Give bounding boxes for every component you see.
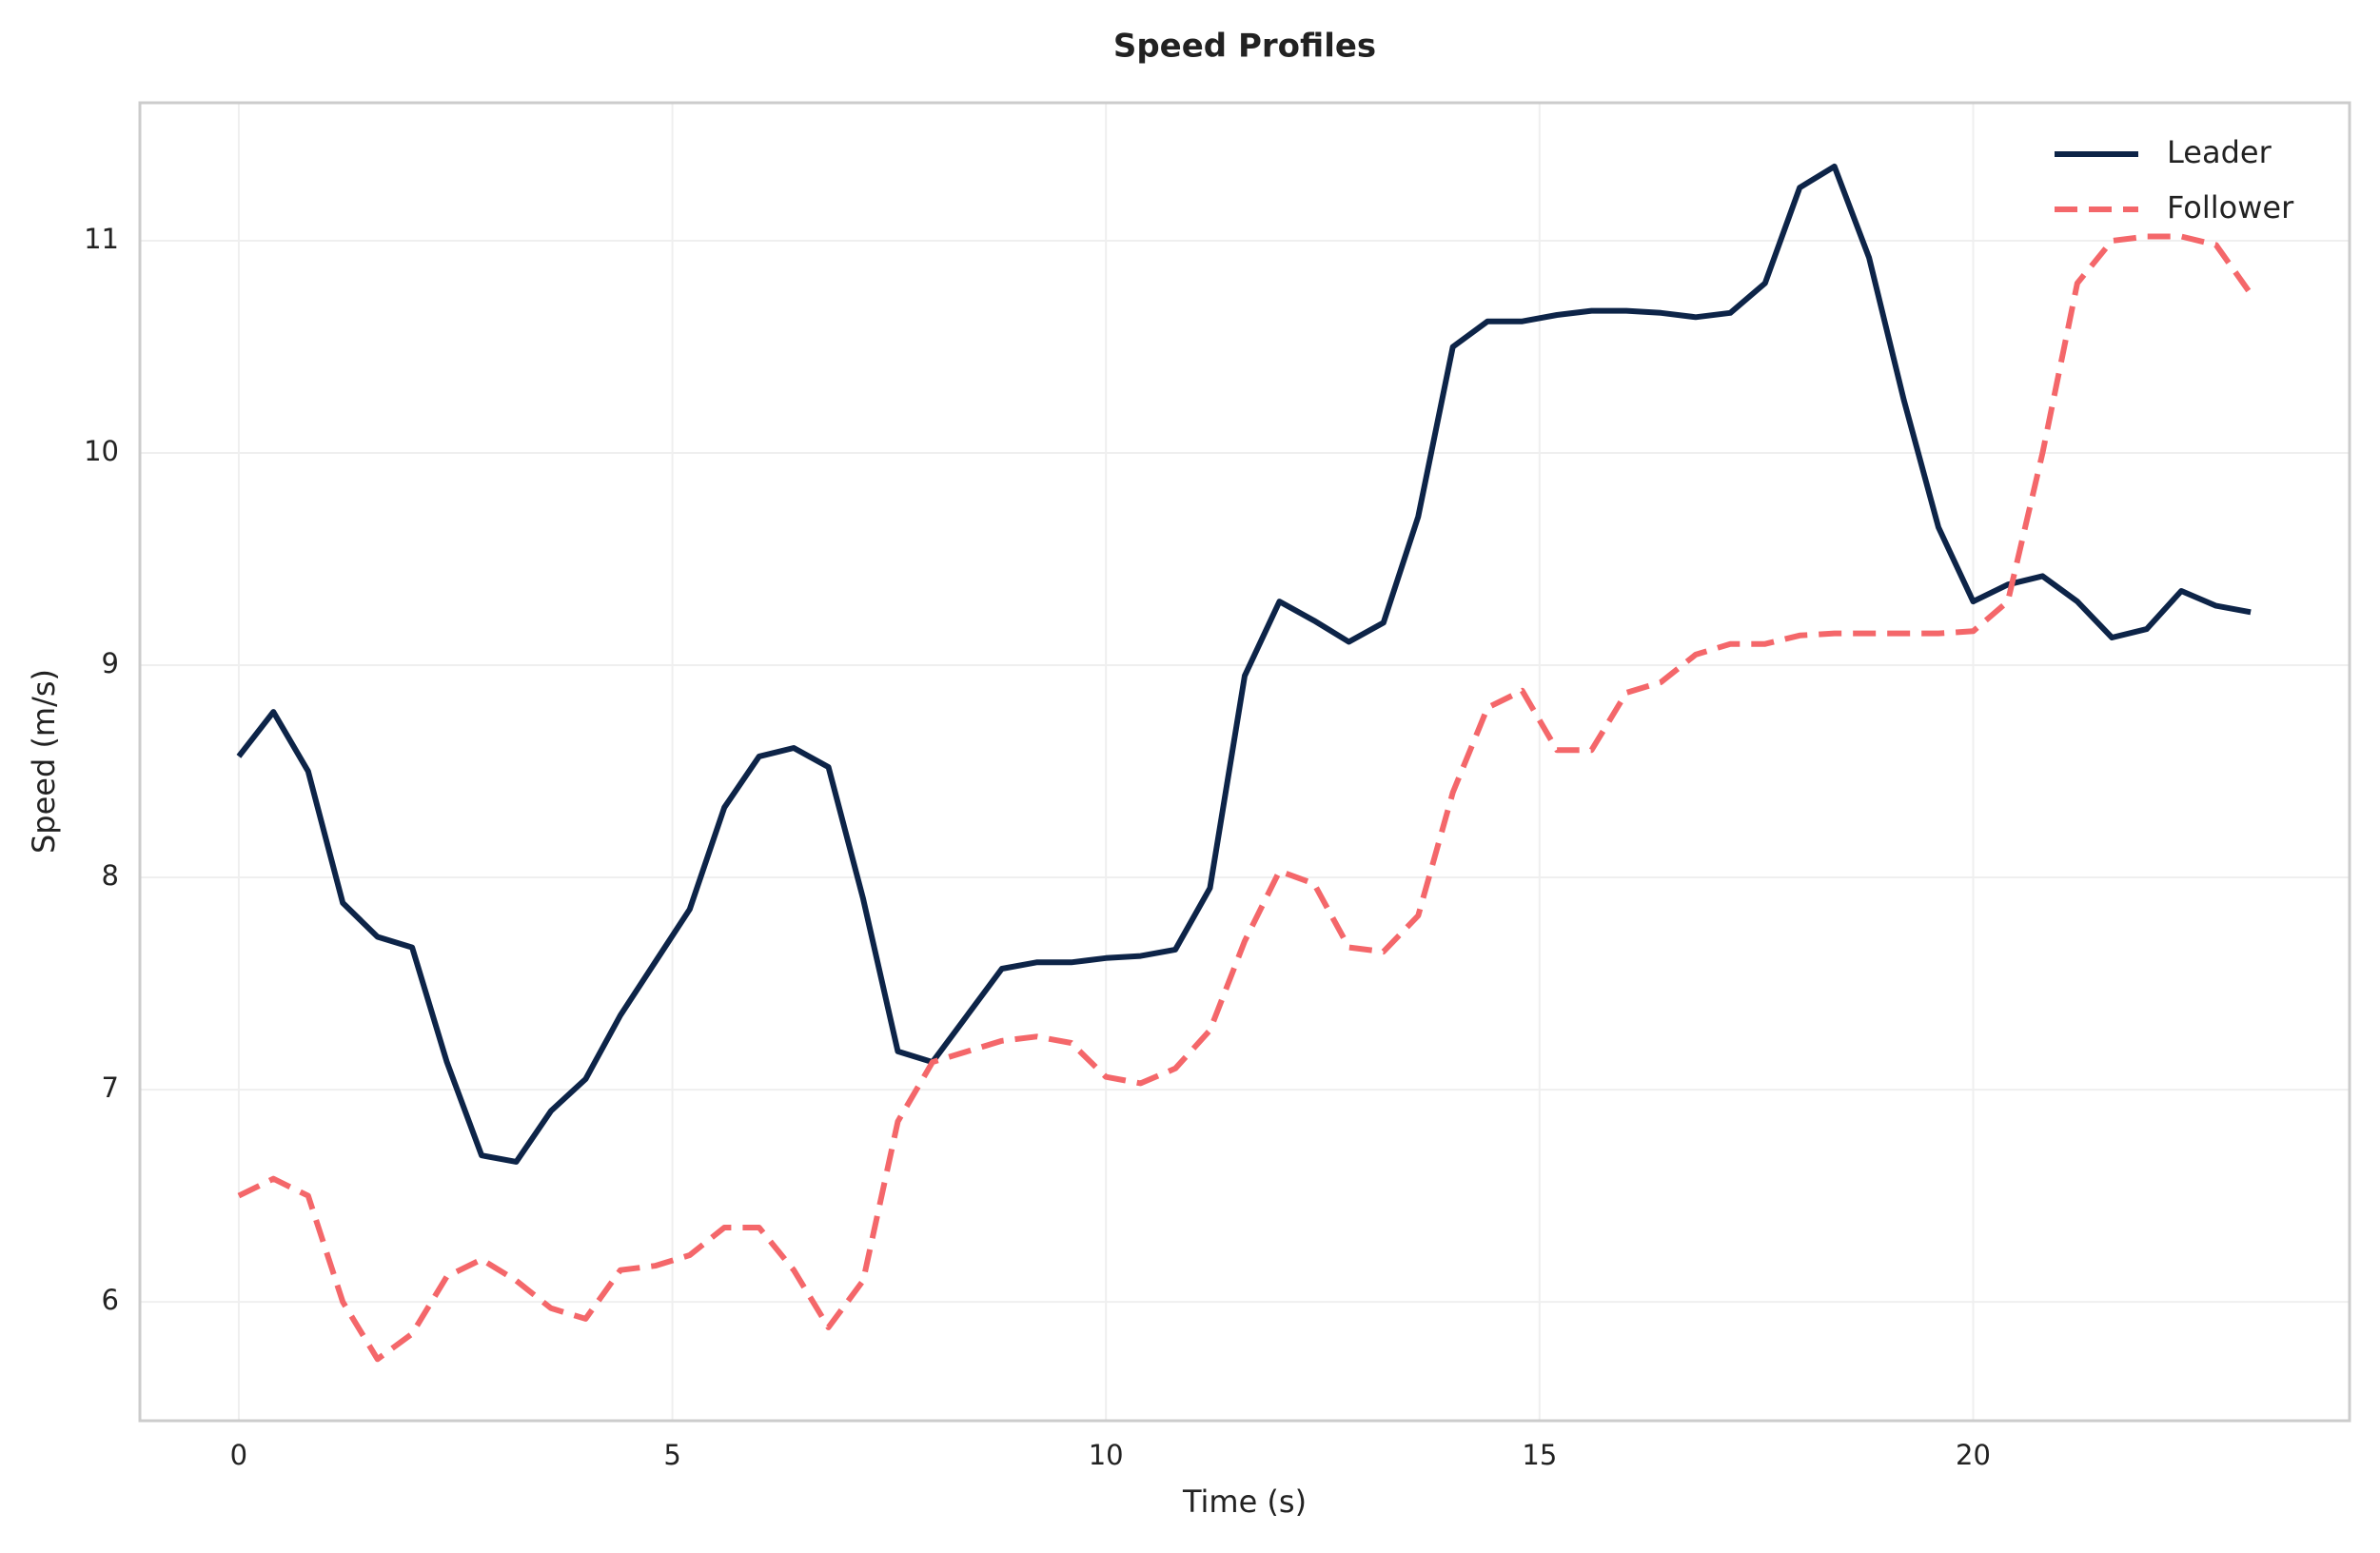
y-axis-label: Speed (m/s)	[26, 669, 62, 854]
legend-label: Leader	[2167, 134, 2272, 170]
x-tick-label: 10	[1089, 1439, 1124, 1471]
x-tick-label: 15	[1522, 1439, 1557, 1471]
legend-label: Follower	[2167, 189, 2294, 226]
x-tick-label: 20	[1956, 1439, 1991, 1471]
plot-frame	[138, 101, 2351, 1423]
series-line	[237, 233, 2253, 1363]
y-tick-label: 6	[102, 1284, 119, 1316]
chart-title: Speed Profiles	[1113, 28, 1376, 66]
x-tick-label: 5	[663, 1439, 680, 1471]
x-axis-label: Time (s)	[1182, 1484, 1307, 1520]
y-tick-label: 10	[84, 435, 119, 467]
x-tick-label: 0	[230, 1439, 247, 1471]
y-tick-label: 7	[102, 1071, 119, 1104]
y-tick-label: 11	[84, 223, 119, 255]
y-tick-label: 9	[102, 647, 119, 679]
series-line	[236, 163, 2252, 1165]
y-tick-label: 8	[102, 859, 119, 892]
